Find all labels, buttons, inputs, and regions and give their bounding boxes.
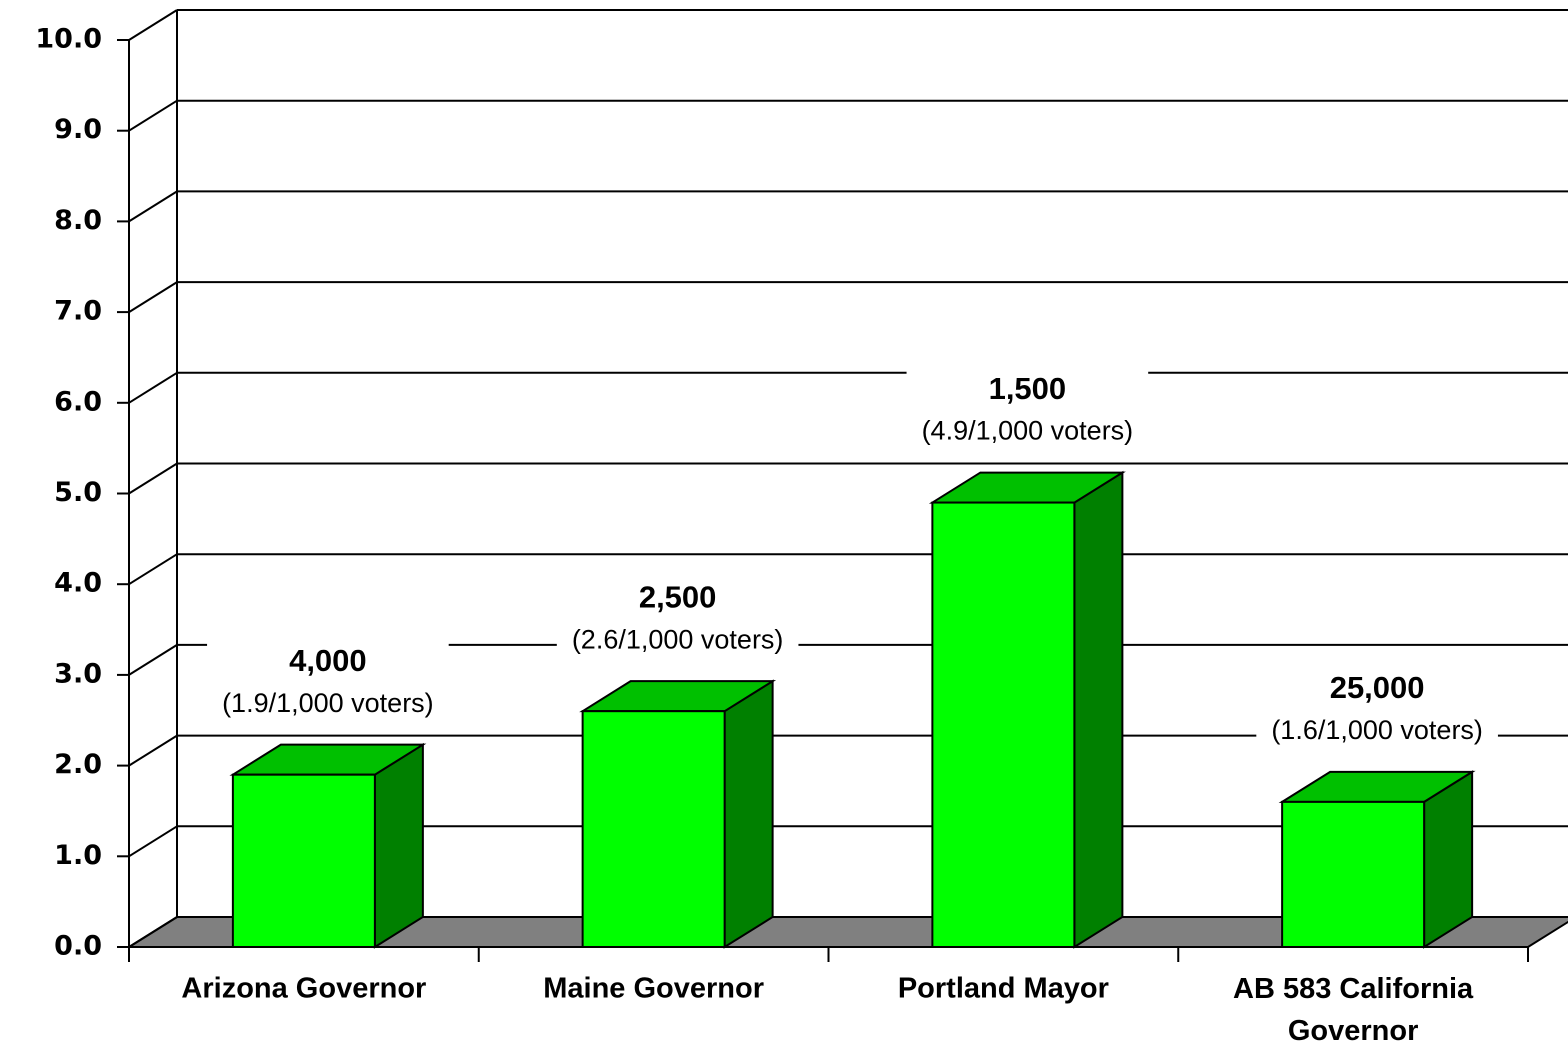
- grid-line: [128, 190, 178, 223]
- grid-line: [128, 462, 178, 495]
- x-tick-label: Arizona Governor: [181, 973, 426, 1005]
- x-tick-label-line: Governor: [1288, 1015, 1419, 1046]
- grid-line: [128, 9, 178, 41]
- bar: [231, 773, 376, 948]
- grid-line: [128, 553, 178, 586]
- count-label: 1,500: [989, 371, 1067, 406]
- x-tick-label: AB 583 California Governor: [1233, 973, 1474, 1046]
- y-tick-label: 3.0: [54, 658, 102, 689]
- label-background: [906, 362, 1149, 455]
- y-tick-label: 2.0: [54, 749, 102, 780]
- grid-line: [128, 916, 178, 948]
- bar: [931, 501, 1076, 948]
- bar: [581, 710, 726, 948]
- y-tick-label: 7.0: [54, 296, 102, 327]
- y-tick-label: 5.0: [54, 477, 102, 508]
- value-label: (1.6/1,000 voters): [1271, 715, 1483, 745]
- label-background: [1256, 661, 1498, 754]
- y-tick-label: 9.0: [54, 114, 102, 145]
- value-label: (4.9/1,000 voters): [922, 416, 1134, 446]
- y-tick-label: 6.0: [54, 386, 102, 417]
- label-background: [556, 571, 799, 664]
- bar-side: [373, 742, 424, 949]
- grid-line: [128, 734, 178, 767]
- y-tick-label: 8.0: [54, 205, 102, 236]
- y-tick-label: 10.0: [35, 24, 102, 55]
- grid-line: [128, 371, 178, 404]
- grid-line: [128, 99, 178, 132]
- value-label: (1.9/1,000 voters): [222, 688, 434, 718]
- bar-side: [1073, 470, 1124, 949]
- y-tick-label: 4.0: [54, 568, 102, 599]
- x-tick-label-line: AB 583 California: [1233, 973, 1474, 1005]
- bar-side: [723, 679, 774, 949]
- x-tick-label: Portland Mayor: [898, 973, 1109, 1005]
- grid-line: [128, 644, 178, 676]
- bar: [1281, 800, 1426, 948]
- x-tick-label: Maine Governor: [543, 973, 764, 1005]
- grid-line: [128, 825, 178, 858]
- grid-line: [128, 281, 178, 313]
- y-tick-label: 0.0: [54, 931, 102, 962]
- count-label: 2,500: [639, 579, 717, 614]
- count-label: 25,000: [1330, 670, 1425, 705]
- value-label: (2.6/1,000 voters): [572, 624, 784, 654]
- y-tick-label: 1.0: [54, 840, 102, 871]
- count-label: 4,000: [289, 643, 367, 678]
- label-background: [207, 634, 449, 727]
